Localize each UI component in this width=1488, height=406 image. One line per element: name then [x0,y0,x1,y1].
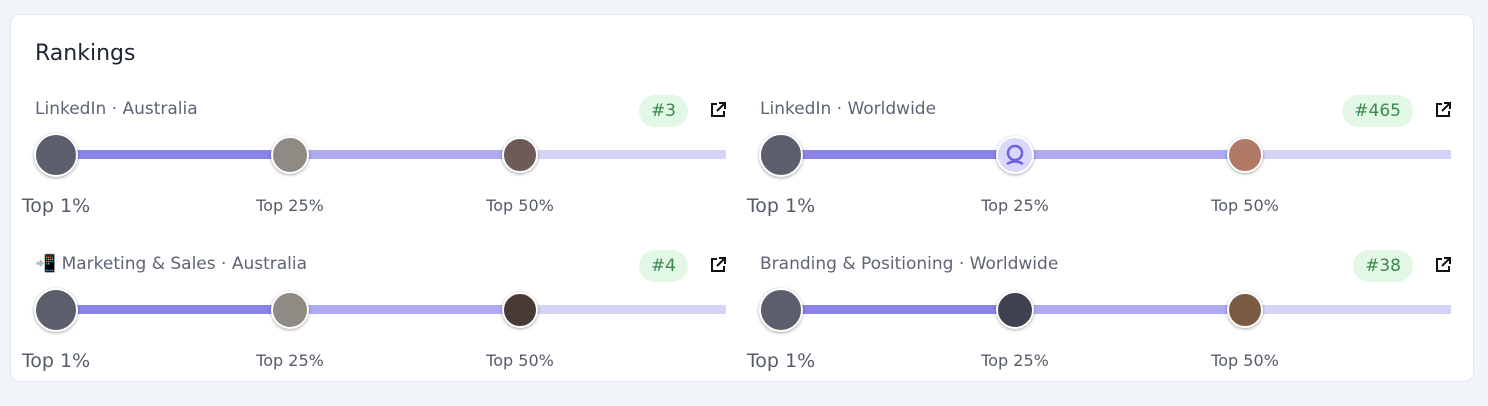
tier-label: Top 25% [981,351,1049,370]
tier-label: Top 25% [256,351,324,370]
avatar [996,290,1034,329]
tier-label: Top 50% [1211,351,1279,370]
avatar [759,132,803,177]
progress-segment [1245,150,1451,159]
external-link[interactable] [1434,256,1452,274]
avatar [271,135,309,174]
avatar [502,136,538,173]
tier-label: Top 1% [21,195,91,217]
progress-segment [1015,305,1245,314]
ranking-label: 📲 Marketing & Sales · Australia [35,254,308,274]
rankings-card: Rankings LinkedIn · Australia #3 Top 1% Top… [10,14,1474,382]
link-icon[interactable] [709,256,727,274]
avatar [271,290,309,329]
tier-label: Top 25% [981,196,1049,215]
ranking-label: LinkedIn · Worldwide [760,99,937,119]
rank-badge: #3 [638,95,688,127]
person-icon [1006,144,1024,165]
tier-label: Top 1% [746,350,816,372]
avatar-placeholder [996,135,1034,174]
tier-label: Top 1% [746,195,816,217]
progress-segment [290,150,520,159]
tier-label: Top 50% [1211,196,1279,215]
avatar [1227,291,1263,328]
tier-label: Top 1% [21,350,91,372]
link-icon[interactable] [709,101,727,119]
avatar [1227,136,1263,173]
progress-segment [520,150,726,159]
tier-label: Top 25% [256,196,324,215]
progress-segment [56,305,290,314]
progress-segment [781,150,1015,159]
external-link[interactable] [1434,101,1452,119]
card-title: Rankings [35,41,136,66]
ranking-label: LinkedIn · Australia [35,99,198,119]
external-link[interactable] [709,101,727,119]
tier-label: Top 50% [486,351,554,370]
progress-segment [1245,305,1451,314]
external-link[interactable] [709,256,727,274]
link-icon[interactable] [1434,256,1452,274]
avatar [34,132,78,177]
progress-segment [520,305,726,314]
progress-segment [1015,150,1245,159]
progress-segment [781,305,1015,314]
ranking-label: Branding & Positioning · Worldwide [760,254,1059,274]
rank-badge: #465 [1342,95,1413,127]
progress-segment [56,150,290,159]
tier-label: Top 50% [486,196,554,215]
rank-badge: #4 [638,250,688,282]
rank-badge: #38 [1353,250,1413,282]
avatar [759,287,803,332]
avatar [34,287,78,332]
link-icon[interactable] [1434,101,1452,119]
avatar [502,291,538,328]
progress-segment [290,305,520,314]
